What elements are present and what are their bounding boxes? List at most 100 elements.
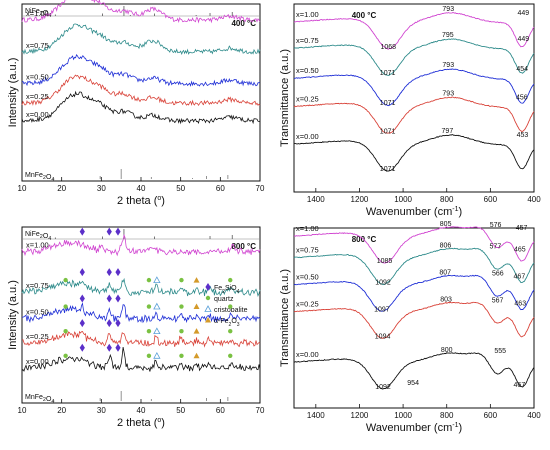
panel-label: 800 °C — [231, 242, 256, 251]
x-tick-label: 50 — [176, 406, 185, 415]
series-label: x=0.25 — [26, 92, 49, 101]
peak-label: 1092 — [375, 280, 391, 287]
x-tick-label: 10 — [18, 184, 27, 193]
x-tick-label: 30 — [97, 184, 106, 193]
x-tick-label: 1000 — [394, 411, 412, 420]
legend-entry: cristobalite — [214, 307, 248, 314]
phase-marker — [106, 343, 112, 352]
series-line-x=0.25 — [21, 330, 261, 348]
chart-ftir-800: 1400 1200 1000 800 600 400 Wavenumber (cm-1) Tr… — [279, 221, 541, 434]
phase-marker — [63, 353, 68, 358]
phase-marker — [115, 343, 121, 352]
series-label: x=0.25 — [296, 300, 319, 309]
series-label: x=0.50 — [296, 66, 319, 75]
y-axis-title: Transmittance (a.u.) — [279, 49, 291, 147]
x-tick-label: 800 — [440, 411, 454, 420]
peak-label: 555 — [494, 348, 506, 355]
series-line-x=0.75 — [293, 38, 535, 76]
series-line-x=0.75 — [21, 23, 261, 55]
peak-label: 793 — [442, 90, 454, 97]
series-line-x=1.00 — [21, 233, 261, 257]
peak-label: 803 — [440, 297, 452, 304]
phase-marker — [179, 277, 184, 283]
x-tick-label: 1200 — [351, 411, 369, 420]
series-label: x=0.00 — [296, 132, 319, 141]
series-label: x=0.00 — [26, 357, 49, 366]
series-label: x=0.00 — [296, 350, 319, 359]
peak-label: 467 — [514, 274, 526, 281]
series-label: x=0.50 — [26, 308, 49, 317]
series-line-x=1.00 — [21, 0, 261, 24]
series-label: x=1.00 — [26, 241, 49, 250]
series-line-x=0.00 — [21, 347, 261, 372]
series-label: x=0.50 — [26, 73, 49, 82]
peak-label: 1092 — [375, 384, 391, 391]
phase-marker — [63, 328, 68, 334]
phase-marker — [146, 353, 152, 358]
series-line-x=0.75 — [293, 247, 535, 286]
series-line-x=0.50 — [21, 53, 261, 87]
series-line-x=0.25 — [293, 96, 535, 134]
series-line-x=1.00 — [293, 226, 535, 264]
phase-marker — [228, 328, 233, 334]
x-tick-label: 600 — [484, 411, 498, 420]
x-tick-label: 70 — [256, 406, 265, 415]
panel-label: 400 °C — [231, 19, 256, 28]
peak-label: 463 — [514, 301, 526, 308]
peak-label: 1085 — [377, 258, 393, 265]
phase-marker — [79, 319, 85, 328]
phase-marker — [228, 353, 233, 358]
series-label: x=1.00 — [296, 10, 319, 19]
peak-label: 1071 — [380, 166, 396, 173]
series-label: x=0.50 — [296, 273, 319, 282]
plot-frame — [21, 226, 261, 404]
peak-label: 454 — [516, 66, 528, 73]
x-tick-label: 400 — [527, 411, 541, 420]
series-label: x=0.75 — [26, 281, 49, 290]
x-axis-title: Wavenumber (cm-1) — [366, 206, 462, 218]
x-axis-title: Wavenumber (cm-1) — [366, 422, 462, 434]
y-axis-title: Intensity (a.u.) — [7, 280, 19, 350]
reference-label-top: NiFe2O4 — [25, 231, 51, 242]
series-line-x=0.50 — [293, 68, 535, 107]
legend-marker — [205, 283, 211, 291]
x-tick-label: 60 — [216, 406, 225, 415]
series-label: x=0.00 — [26, 110, 49, 119]
peak-label: 457 — [516, 225, 528, 232]
phase-marker — [79, 268, 85, 277]
x-axis-title: 2 theta (o) — [117, 417, 165, 429]
x-tick-label: 50 — [176, 184, 185, 193]
legend-entry: α-Fe2O3 — [214, 318, 240, 328]
series-line-x=1.00 — [293, 12, 535, 50]
x-axis-title: 2 theta (o) — [117, 195, 165, 207]
peak-label: 1071 — [380, 128, 396, 135]
phase-marker — [115, 227, 121, 236]
peak-label: 793 — [442, 62, 454, 69]
peak-label: 577 — [490, 244, 502, 251]
x-tick-label: 1200 — [351, 195, 369, 204]
chart-xrd-800: 10 20 30 40 50 60 70 2 theta (o) Intensity (a.u.… — [7, 226, 265, 429]
x-tick-label: 10 — [18, 406, 27, 415]
phase-marker — [146, 304, 152, 309]
peak-label: 800 — [441, 347, 453, 354]
series-line-x=0.00 — [293, 134, 535, 172]
x-tick-label: 1400 — [307, 195, 325, 204]
peak-label: 1068 — [380, 44, 396, 51]
series-label: x=0.75 — [296, 246, 319, 255]
peak-label: 566 — [492, 271, 504, 278]
series-label: x=1.00 — [296, 224, 319, 233]
peak-label: 954 — [407, 380, 419, 387]
y-axis-title: Transmittance (a.u.) — [279, 269, 291, 367]
phase-marker — [106, 268, 112, 277]
series-line-x=0.25 — [293, 301, 535, 340]
chart-ftir-400: 1400 1200 1000 800 600 400 Wavenumber (cm-1) Tr… — [279, 3, 541, 218]
peak-label: 793 — [442, 6, 454, 13]
peak-label: 797 — [442, 128, 454, 135]
phase-marker — [179, 328, 184, 334]
x-tick-label: 20 — [57, 406, 66, 415]
phase-marker — [193, 277, 200, 283]
peak-label: 465 — [514, 247, 526, 254]
phase-marker — [153, 302, 161, 310]
phase-marker — [115, 319, 121, 328]
panel-label: 400 °C — [352, 11, 377, 20]
